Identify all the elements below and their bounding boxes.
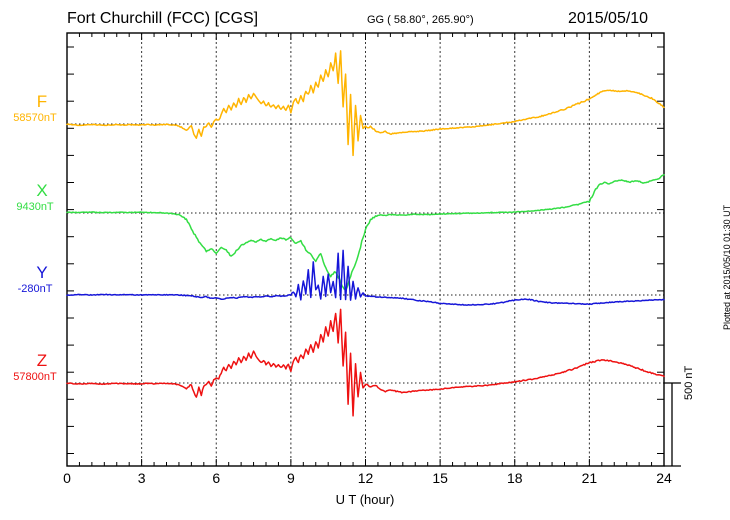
component-baseline-f: 58570nT bbox=[13, 112, 57, 124]
x-tick-label: 6 bbox=[212, 470, 221, 486]
x-tick-label: 3 bbox=[137, 470, 146, 486]
scale-bar bbox=[664, 382, 681, 467]
component-symbol-x: X bbox=[36, 181, 48, 200]
component-symbol-f: F bbox=[36, 92, 48, 111]
axis-ticks bbox=[66, 33, 665, 466]
trace-f bbox=[66, 50, 665, 157]
component-baseline-y: -280nT bbox=[17, 283, 53, 295]
x-axis-title: U T (hour) bbox=[335, 492, 395, 507]
x-tick-label: 15 bbox=[432, 470, 448, 486]
x-tick-label: 18 bbox=[506, 470, 523, 486]
x-tick-label: 12 bbox=[357, 470, 374, 486]
x-tick-label: 9 bbox=[286, 470, 295, 486]
trace-y bbox=[66, 249, 665, 306]
component-baseline-x: 9430nT bbox=[16, 201, 54, 213]
observation-date: 2015/05/10 bbox=[568, 10, 649, 27]
component-symbol-y: Y bbox=[36, 263, 48, 282]
scale-bar-label: 500 nT bbox=[683, 365, 695, 400]
component-symbol-z: Z bbox=[36, 351, 48, 370]
x-tick-label: 24 bbox=[656, 470, 672, 486]
data-traces bbox=[66, 50, 665, 417]
plot-frame bbox=[66, 32, 665, 467]
page-title: Fort Churchill (FCC) [CGS] bbox=[67, 10, 259, 27]
geographic-coordinates: GG ( 58.80°, 265.90°) bbox=[367, 14, 474, 26]
gridlines bbox=[141, 33, 590, 466]
trace-z bbox=[66, 308, 665, 417]
component-baseline-z: 57800nT bbox=[13, 371, 57, 383]
plotted-at-timestamp: Plotted at 2015/05/10 01:30 UT bbox=[722, 204, 730, 330]
x-tick-label: 21 bbox=[581, 470, 598, 486]
x-tick-label: 0 bbox=[63, 470, 71, 486]
component-baselines bbox=[67, 123, 664, 384]
trace-x bbox=[66, 174, 665, 291]
